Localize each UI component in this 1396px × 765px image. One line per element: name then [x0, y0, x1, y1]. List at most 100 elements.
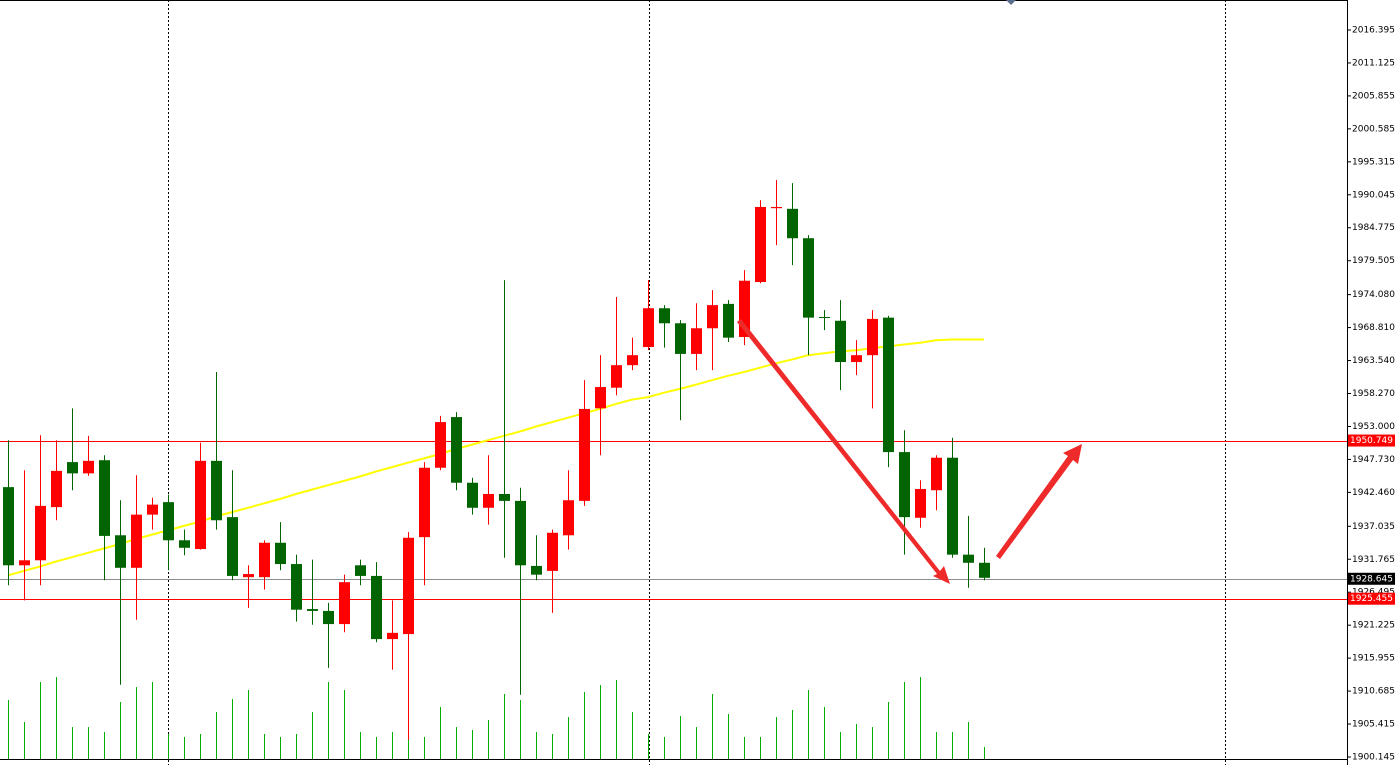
y-tick-label: 1905.415: [1352, 720, 1395, 730]
y-tick-label: 1974.080: [1352, 290, 1395, 300]
candle-body: [115, 535, 126, 568]
candle-body: [883, 317, 894, 453]
candle-body: [771, 206, 782, 209]
candle-body: [739, 280, 750, 338]
y-tick-label: 1915.955: [1352, 654, 1395, 664]
candle-body: [35, 505, 46, 561]
y-tick-label: 1968.810: [1352, 323, 1395, 333]
candle-body: [259, 542, 270, 578]
candle-body: [51, 470, 62, 508]
candle-body: [851, 355, 862, 363]
arrow-down: [737, 319, 950, 584]
y-tick-label: 1963.540: [1352, 356, 1395, 366]
candle-body: [915, 488, 926, 518]
y-tick-label: 1984.775: [1352, 223, 1395, 233]
y-tick-label: 1926.495: [1352, 588, 1395, 598]
candle-body: [707, 305, 718, 329]
y-tick-label: 1937.035: [1352, 522, 1395, 532]
candle-body: [323, 610, 334, 625]
candle-body: [339, 582, 350, 625]
candle-body: [19, 560, 30, 566]
candle-body: [147, 504, 158, 515]
price-label-box: [1348, 572, 1395, 585]
y-tick-label: 1995.315: [1352, 157, 1395, 167]
candle-body: [307, 609, 318, 611]
candle-body: [979, 562, 990, 578]
y-tick-label: 1958.270: [1352, 389, 1395, 399]
y-tick-label: 2005.855: [1352, 91, 1395, 101]
candle-body: [963, 554, 974, 563]
candle-body: [435, 422, 446, 468]
candle-body: [579, 408, 590, 501]
candle-body: [595, 387, 606, 409]
candle-body: [211, 460, 222, 521]
shift-marker: [1006, 0, 1016, 5]
arrow-up: [996, 444, 1082, 559]
candle-body: [787, 208, 798, 239]
y-tick-label: 1979.505: [1352, 256, 1395, 266]
candle-body: [419, 467, 430, 538]
y-tick-label: 1921.225: [1352, 621, 1395, 631]
price-label-box: [1348, 434, 1395, 447]
candle-body: [515, 500, 526, 566]
price-label: 1925.455: [1350, 594, 1393, 604]
candle-body: [275, 542, 286, 565]
candle-body: [67, 462, 78, 474]
candle-body: [755, 206, 766, 282]
y-tick-label: 1990.045: [1352, 190, 1395, 200]
y-tick-label: 1953.000: [1352, 422, 1395, 432]
candle-body: [643, 308, 654, 348]
candle-body: [899, 452, 910, 518]
candle-body: [227, 517, 238, 576]
candle-body: [867, 318, 878, 356]
candle-body: [243, 574, 254, 578]
candle-body: [355, 565, 366, 576]
candle-body: [291, 564, 302, 610]
candle-body: [3, 487, 14, 566]
y-tick-label: 1947.730: [1352, 455, 1395, 465]
y-tick-label: 2000.585: [1352, 124, 1395, 134]
candle-body: [803, 238, 814, 318]
candle-body: [99, 460, 110, 536]
candle-body: [195, 460, 206, 550]
plot: [0, 180, 1347, 759]
candle-body: [531, 565, 542, 575]
candle-body: [163, 502, 174, 541]
candle-body: [627, 355, 638, 366]
candle-body: [371, 575, 382, 640]
candle-body: [179, 540, 190, 548]
price-label: 1950.749: [1350, 436, 1393, 446]
candle-body: [723, 303, 734, 338]
price-label-box: [1348, 592, 1395, 605]
candle-body: [451, 417, 462, 483]
candle-body: [499, 493, 510, 501]
period-separators: [168, 0, 1226, 765]
candle-body: [467, 482, 478, 508]
candle-body: [835, 320, 846, 363]
price-label: 1928.645: [1350, 574, 1393, 584]
y-tick-label: 1931.765: [1352, 555, 1395, 565]
candle-body: [563, 500, 574, 536]
candle-body: [691, 328, 702, 354]
candle-body: [547, 532, 558, 571]
y-tick-label: 1910.685: [1352, 687, 1395, 697]
price-labels: 2016.395 2011.125 2005.855 2000.585 1995.315…: [1347, 25, 1395, 763]
candle-body: [675, 323, 686, 354]
annotations: [737, 319, 1082, 584]
candle-body: [403, 537, 414, 635]
y-tick-label: 2011.125: [1352, 58, 1395, 68]
candle-body: [931, 457, 942, 491]
candle-body: [131, 514, 142, 568]
y-tick-label: 1942.460: [1352, 488, 1395, 498]
candle-body: [819, 317, 830, 319]
candle-body: [947, 457, 958, 555]
candle-body: [387, 632, 398, 640]
y-tick-label: 1900.145: [1352, 753, 1395, 763]
y-tick-label: 2016.395: [1352, 25, 1395, 35]
candle-body: [83, 460, 94, 474]
candle-body: [611, 365, 622, 388]
candle-body: [483, 493, 494, 508]
candle-body: [659, 308, 670, 324]
